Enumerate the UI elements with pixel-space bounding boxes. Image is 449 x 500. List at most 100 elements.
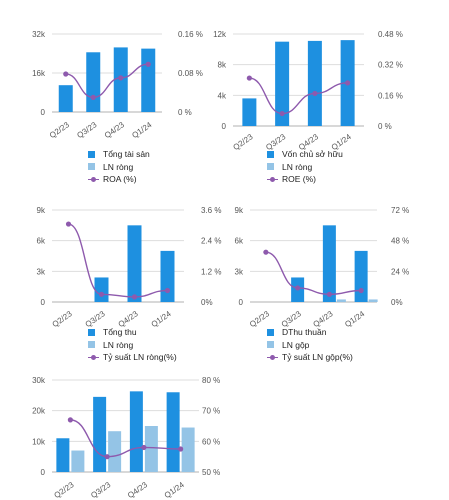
bar-secondary: [336, 299, 346, 302]
x-tick-label: Q2/23: [48, 120, 71, 140]
ratio-point: [98, 291, 105, 297]
legend-item[interactable]: Vốn chủ sở hữu: [267, 148, 343, 161]
x-tick-label: Q2/23: [232, 132, 255, 152]
legend-swatch-icon: [88, 341, 95, 349]
y-tick-label-left: 8k: [218, 61, 227, 70]
legend-item[interactable]: LN gộp: [267, 339, 353, 352]
legend-item[interactable]: Tổng tài sản: [88, 148, 150, 161]
y-tick-label-right: 0 %: [178, 108, 192, 117]
legend-label: Tỷ suất LN gộp(%): [282, 352, 353, 363]
ratio-line: [70, 419, 181, 458]
ratio-point: [90, 94, 96, 100]
ratio-point: [118, 75, 124, 81]
y-tick-label-left: 0: [41, 108, 46, 117]
bar-secondary: [108, 431, 122, 472]
bar-primary: [307, 40, 322, 126]
ratio-point: [358, 287, 364, 294]
legend-label: Tỷ suất LN ròng(%): [103, 352, 177, 363]
y-tick-label-right: 60 %: [202, 437, 220, 446]
legend-label: LN gộp: [282, 339, 310, 350]
bar-primary: [354, 250, 368, 302]
ratio-point: [131, 294, 138, 300]
y-tick-label-right: 72 %: [391, 206, 409, 215]
y-tick-label-right: 0%: [391, 298, 403, 307]
ratio-point: [295, 285, 301, 291]
legend-item[interactable]: Tỷ suất LN gộp(%): [267, 351, 353, 364]
legend-label: ROE (%): [282, 174, 316, 185]
ratio-point: [164, 287, 171, 294]
ratio-line: [65, 63, 149, 99]
bar-primary: [160, 250, 175, 302]
y-tick-label-left: 9k: [37, 206, 46, 215]
chart-combined: 0 50 % 10k 60 % 20k 70 % 30k 80 % Q2/23 Q3/23 Q4/2…: [32, 376, 220, 500]
x-tick-label: Q3/23: [75, 120, 98, 140]
ratio-point: [141, 444, 147, 451]
x-tick-label: Q1/24: [163, 480, 186, 500]
y-tick-label-right: 0%: [201, 298, 213, 307]
ratio-point: [263, 249, 269, 255]
y-tick-label-right: 50 %: [202, 468, 220, 477]
y-tick-label-right: 24 %: [391, 267, 409, 276]
bar-primary: [166, 392, 180, 472]
bar-primary: [127, 225, 142, 302]
x-tick-label: Q3/23: [89, 480, 112, 500]
ratio-point: [104, 454, 110, 460]
y-tick-label-left: 0: [239, 298, 244, 307]
y-tick-label-right: 0 %: [378, 122, 392, 131]
ratio-point: [178, 446, 184, 452]
ratio-point: [63, 71, 69, 77]
y-tick-label-left: 0: [41, 468, 46, 477]
legend-item[interactable]: LN ròng: [267, 161, 343, 174]
legend-label: Tổng thu: [103, 327, 137, 338]
bar-primary: [93, 396, 107, 472]
legend-item[interactable]: ROA (%): [88, 173, 150, 186]
bar-primary: [86, 52, 101, 112]
legend-swatch-icon: [88, 163, 95, 171]
y-tick-label-left: 16k: [32, 69, 46, 78]
legend-total-assets: Tổng tài sản LN ròng ROA (%): [88, 148, 150, 186]
legend-item[interactable]: Tổng thu: [88, 326, 177, 339]
bar-secondary: [144, 426, 158, 472]
y-tick-label-left: 10k: [32, 437, 46, 446]
legend-swatch-icon: [267, 328, 274, 336]
x-tick-label: Q1/24: [130, 120, 153, 140]
x-tick-label: Q4/23: [126, 480, 149, 500]
legend-label: DThu thuần: [282, 327, 327, 338]
y-tick-label-right: 2.4 %: [201, 237, 221, 246]
y-tick-label-right: 0.16 %: [378, 91, 403, 100]
y-tick-label-right: 48 %: [391, 237, 409, 246]
legend-swatch-icon: [88, 150, 95, 158]
legend-line-marker-icon: [88, 354, 99, 361]
legend-item[interactable]: LN ròng: [88, 339, 177, 352]
y-tick-label-right: 0.16 %: [178, 30, 203, 39]
y-tick-label-left: 4k: [218, 91, 227, 100]
bar-secondary: [181, 427, 195, 472]
y-tick-label-left: 3k: [235, 267, 244, 276]
ratio-point: [279, 110, 285, 117]
bar-secondary: [71, 450, 85, 472]
ratio-point: [145, 61, 151, 67]
legend-line-marker-icon: [88, 176, 99, 183]
legend-item[interactable]: DThu thuần: [267, 326, 353, 339]
ratio-point: [65, 221, 72, 227]
legend-item[interactable]: Tỷ suất LN ròng(%): [88, 351, 177, 364]
ratio-point: [246, 75, 252, 81]
legend-swatch-icon: [267, 163, 274, 171]
legend-swatch-icon: [267, 150, 274, 158]
y-tick-label-right: 1.2 %: [201, 267, 221, 276]
y-tick-label-left: 30k: [32, 376, 46, 385]
ratio-point: [345, 80, 351, 86]
ratio-line: [265, 251, 362, 296]
ratio-point: [312, 90, 318, 97]
legend-item[interactable]: LN ròng: [88, 161, 150, 174]
legend-label: LN ròng: [103, 161, 134, 172]
legend-equity: Vốn chủ sở hữu LN ròng ROE (%): [267, 148, 343, 186]
y-tick-label-right: 70 %: [202, 407, 220, 416]
ratio-point: [326, 291, 332, 297]
legend-item[interactable]: ROE (%): [267, 173, 343, 186]
chart-net-revenue: 0 0%3k 24 %6k 48 %9k 72 %Q2/23 Q3/23 Q4/23 Q1/2…: [235, 206, 410, 329]
ratio-line: [68, 223, 168, 298]
legend-net-revenue: DThu thuần LN gộp Tỷ suất LN gộp(%): [267, 326, 353, 364]
bar-primary: [275, 41, 290, 126]
bar-primary: [94, 277, 109, 302]
